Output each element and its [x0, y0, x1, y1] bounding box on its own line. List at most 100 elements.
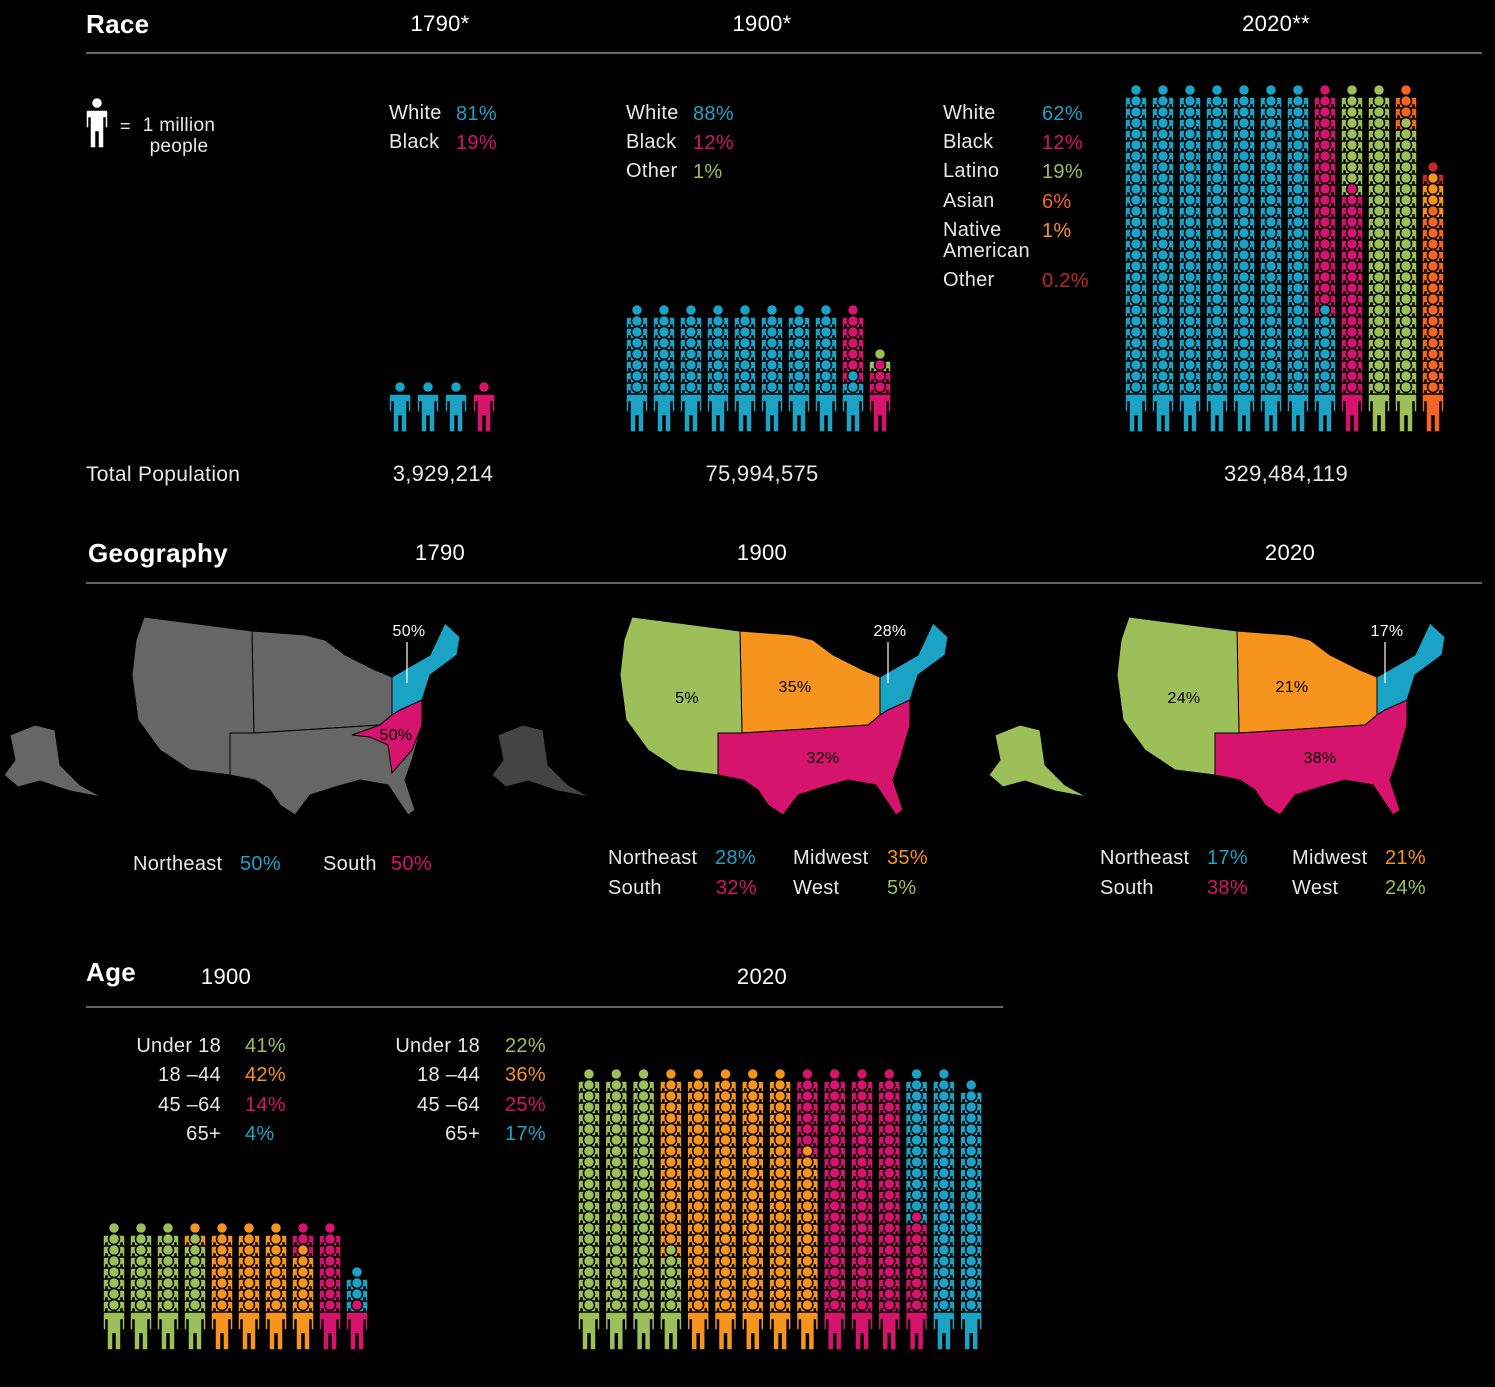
legend-value: 42% [245, 1064, 286, 1086]
icon-head [296, 1298, 310, 1312]
icon-head [801, 1243, 814, 1257]
icon-head [964, 1100, 978, 1114]
icon-head [1399, 94, 1413, 108]
icon-head [1345, 138, 1359, 152]
icon-head [738, 314, 752, 328]
icon-head [134, 1221, 148, 1235]
icon-body [444, 393, 468, 433]
person-icon [1421, 380, 1445, 433]
icon-head [657, 347, 671, 361]
icon-head [910, 1298, 923, 1312]
icon-head [746, 1188, 760, 1202]
icon-head [161, 1243, 175, 1257]
icon-head [637, 1243, 650, 1257]
person-icon [388, 380, 412, 433]
icon-head [1210, 182, 1224, 196]
icon-body [1313, 393, 1337, 433]
icon-head [1129, 325, 1143, 339]
icon-head [719, 1067, 732, 1081]
icon-head [161, 1232, 175, 1246]
icon-head [801, 1276, 814, 1290]
icon-head [738, 380, 752, 394]
icon-head [855, 1089, 869, 1103]
icon-head [801, 1166, 814, 1180]
icon-head [1210, 281, 1224, 295]
icon-head [1183, 303, 1197, 317]
icon-head [1291, 347, 1305, 361]
icon-head [883, 1166, 896, 1180]
icon-head [1426, 259, 1440, 273]
icon-head [746, 1067, 760, 1081]
icon-head [1345, 347, 1359, 361]
legend-label: South [1100, 877, 1154, 899]
region [717, 699, 911, 816]
icon-head [1372, 380, 1386, 394]
icon-head [1237, 193, 1251, 207]
icon-head [1291, 83, 1305, 97]
icon-head [242, 1265, 256, 1279]
map-label: 24% [1167, 690, 1201, 707]
icon-head [161, 1221, 175, 1235]
icon-body [388, 393, 412, 433]
person-icon [1124, 380, 1148, 433]
icon-head [1210, 127, 1224, 141]
icon-head [1210, 237, 1224, 251]
icon-head [746, 1177, 760, 1191]
icon-head [1426, 193, 1440, 207]
icon-head [801, 1265, 814, 1279]
legend-label: White [943, 102, 996, 124]
icon-head [883, 1254, 896, 1268]
icon-head [1345, 281, 1359, 295]
icon-head [773, 1133, 787, 1147]
icon-head [1291, 160, 1305, 174]
icon-head [134, 1265, 148, 1279]
icon-head [773, 1144, 787, 1158]
icon-head [883, 1177, 896, 1191]
icon-head [719, 1078, 732, 1092]
icon-head [828, 1078, 841, 1092]
icon-head [1210, 325, 1224, 339]
legend-value: 17% [1207, 847, 1248, 869]
icon-head [1345, 336, 1359, 350]
icon-head [1183, 380, 1197, 394]
icon-head [242, 1243, 256, 1257]
icon-head [1318, 248, 1332, 262]
icon-head [1156, 105, 1170, 119]
icon-head [883, 1199, 896, 1213]
legend-value: 19% [456, 132, 497, 154]
icon-head [1129, 270, 1143, 284]
icon-head [1318, 215, 1332, 229]
icon-head [1426, 314, 1440, 328]
legend-value: 19% [1042, 161, 1083, 183]
icon-head [1372, 347, 1386, 361]
icon-head [1372, 94, 1386, 108]
icon-head [773, 1155, 787, 1169]
icon-head [883, 1144, 896, 1158]
icon-head [582, 1067, 596, 1081]
icon-head [910, 1221, 923, 1235]
icon-head [684, 303, 698, 317]
icon-head [323, 1232, 337, 1246]
icon-body [631, 1311, 656, 1351]
icon-head [738, 358, 752, 372]
icon-head [582, 1155, 596, 1169]
person-icon [472, 380, 496, 433]
icon-head [1318, 138, 1332, 152]
icon-head [1237, 347, 1251, 361]
icon-head [719, 1298, 732, 1312]
icon-head [1291, 171, 1305, 185]
icon-head [610, 1067, 623, 1081]
icon-head [964, 1276, 978, 1290]
icon-head [1129, 380, 1143, 394]
icon-head [1183, 358, 1197, 372]
icon-head [1372, 358, 1386, 372]
icon-head [664, 1254, 678, 1268]
legend-value: 24% [1385, 877, 1426, 899]
icon-head [691, 1144, 705, 1158]
icon-head [828, 1089, 841, 1103]
icon-head [746, 1133, 760, 1147]
icon-head [1210, 314, 1224, 328]
icon-head [449, 380, 463, 394]
icon-head [323, 1276, 337, 1290]
icon-head [1291, 336, 1305, 350]
